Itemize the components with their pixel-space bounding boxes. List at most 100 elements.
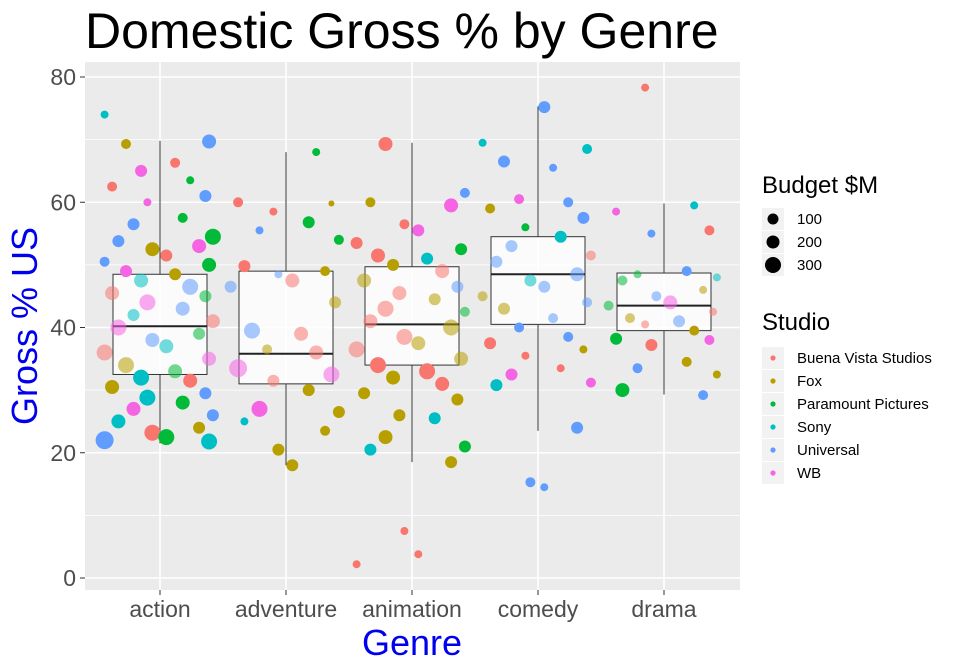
- boxplot-animation: [364, 142, 460, 463]
- data-point: [377, 300, 394, 317]
- data-point: [202, 351, 217, 366]
- data-point: [186, 176, 195, 185]
- data-point: [712, 273, 721, 282]
- data-point: [387, 258, 400, 271]
- data-point: [647, 229, 656, 238]
- size-legend-dot: [767, 213, 779, 225]
- data-point: [681, 266, 692, 277]
- data-point: [204, 228, 221, 245]
- color-legend-label: Paramount Pictures: [797, 396, 929, 413]
- data-point: [240, 417, 249, 426]
- data-point: [641, 320, 650, 329]
- data-point: [233, 197, 244, 208]
- data-point: [168, 364, 183, 379]
- data-point: [269, 207, 278, 216]
- data-point: [443, 319, 460, 336]
- data-point: [673, 315, 686, 328]
- data-point: [615, 383, 630, 398]
- data-point: [202, 134, 217, 149]
- data-point: [193, 421, 206, 434]
- data-point: [521, 223, 530, 232]
- data-point: [328, 200, 335, 207]
- data-point: [435, 376, 450, 391]
- data-point: [143, 198, 152, 207]
- data-point: [192, 239, 207, 254]
- x-tick-label: adventure: [235, 596, 337, 622]
- data-point: [570, 267, 585, 282]
- data-point: [490, 255, 503, 268]
- data-point: [444, 198, 459, 213]
- data-point: [689, 325, 700, 336]
- x-tick-label: drama: [631, 596, 696, 622]
- size-legend-dot: [765, 257, 781, 273]
- color-legend-dot: [770, 470, 776, 476]
- data-point: [320, 266, 331, 277]
- size-legend: Budget $M 100 200 300: [762, 172, 878, 276]
- data-point: [549, 163, 558, 172]
- data-point: [255, 226, 264, 235]
- data-point: [498, 155, 510, 168]
- data-point: [99, 256, 110, 267]
- data-point: [110, 319, 127, 336]
- y-tick-label: 20: [50, 440, 76, 466]
- chart-title: Domestic Gross % by Genre: [85, 3, 719, 59]
- data-point: [428, 293, 441, 306]
- data-point: [120, 265, 132, 278]
- data-point: [139, 294, 156, 311]
- data-point: [632, 363, 643, 374]
- data-point: [112, 235, 125, 248]
- data-point: [333, 234, 344, 245]
- y-axis: 0 20 40 60 80: [50, 64, 85, 591]
- data-point: [704, 225, 715, 236]
- data-point: [202, 257, 217, 272]
- data-point: [610, 332, 623, 345]
- data-point: [419, 363, 436, 380]
- data-point: [121, 139, 131, 149]
- data-point: [396, 328, 413, 345]
- data-point: [392, 286, 407, 301]
- data-point: [477, 291, 488, 302]
- data-point: [272, 443, 285, 456]
- data-point: [690, 201, 699, 210]
- color-legend-dot: [770, 355, 776, 361]
- data-point: [201, 433, 218, 450]
- data-point: [133, 369, 150, 386]
- data-point: [612, 207, 621, 216]
- data-point: [238, 260, 251, 273]
- data-point: [411, 336, 426, 351]
- data-point: [244, 322, 260, 339]
- color-legend-label: Sony: [797, 419, 832, 436]
- data-point: [274, 270, 283, 279]
- data-point: [585, 377, 596, 388]
- boxplots: [112, 106, 712, 466]
- data-point: [641, 83, 650, 92]
- data-point: [498, 302, 510, 315]
- data-point: [451, 280, 464, 293]
- data-point: [145, 242, 160, 257]
- color-legend-label: Buena Vista Studios: [797, 350, 932, 367]
- x-axis-title: Genre: [362, 622, 462, 663]
- data-point: [350, 237, 363, 249]
- data-point: [478, 138, 487, 147]
- data-point: [514, 322, 525, 333]
- data-point: [554, 230, 567, 243]
- data-point: [709, 307, 718, 316]
- data-point: [521, 351, 530, 360]
- data-point: [105, 286, 120, 301]
- data-point: [170, 157, 181, 168]
- data-point: [625, 313, 635, 324]
- x-tick-label: comedy: [498, 596, 579, 622]
- data-point: [582, 144, 593, 154]
- y-tick-label: 40: [50, 315, 76, 341]
- data-point: [111, 414, 126, 429]
- data-point: [95, 431, 114, 450]
- data-point: [484, 337, 497, 350]
- data-point: [633, 270, 642, 279]
- data-point: [134, 273, 149, 288]
- data-point: [365, 197, 376, 208]
- data-point: [451, 393, 464, 406]
- data-point: [224, 280, 237, 293]
- data-point: [126, 401, 141, 416]
- data-point: [127, 309, 140, 321]
- data-point: [651, 291, 662, 302]
